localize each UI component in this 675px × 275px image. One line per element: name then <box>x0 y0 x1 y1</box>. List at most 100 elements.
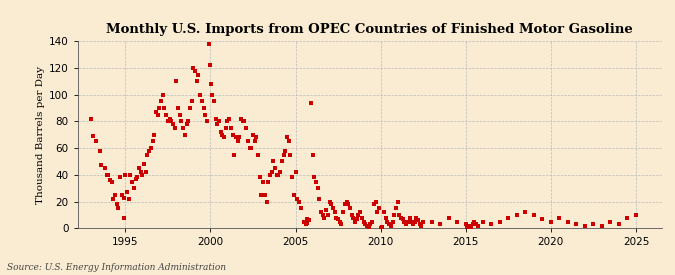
Point <box>206 82 217 86</box>
Point <box>148 133 159 137</box>
Point <box>151 110 161 114</box>
Point <box>246 146 256 150</box>
Point <box>385 223 396 228</box>
Point <box>95 148 105 153</box>
Point <box>630 213 641 217</box>
Point <box>327 206 338 210</box>
Point <box>372 210 383 214</box>
Point <box>229 153 240 157</box>
Point <box>580 223 591 228</box>
Point <box>302 217 313 221</box>
Point <box>537 217 547 221</box>
Point <box>324 199 335 204</box>
Point <box>142 153 153 157</box>
Point <box>215 130 226 134</box>
Point <box>294 199 304 204</box>
Point <box>392 199 403 204</box>
Point <box>161 112 171 117</box>
Point <box>223 117 234 121</box>
Point <box>281 135 292 140</box>
Point <box>108 197 119 201</box>
Point <box>486 222 497 226</box>
Point <box>418 219 429 224</box>
Point <box>147 139 158 144</box>
Point <box>391 206 402 210</box>
Point <box>416 223 427 228</box>
Point <box>183 119 194 123</box>
Point <box>259 193 270 197</box>
Point <box>389 213 400 217</box>
Point <box>464 223 475 228</box>
Point <box>138 162 149 166</box>
Point <box>470 222 481 226</box>
Point <box>290 170 301 174</box>
Point <box>117 193 128 197</box>
Point <box>409 219 420 224</box>
Point <box>304 218 315 222</box>
Point <box>200 112 211 117</box>
Point <box>128 186 139 190</box>
Point <box>268 159 279 164</box>
Point <box>404 215 415 220</box>
Point <box>285 153 296 157</box>
Point <box>184 106 195 110</box>
Point <box>209 99 219 104</box>
Point <box>343 202 354 207</box>
Point <box>273 173 284 177</box>
Point <box>251 135 262 140</box>
Point <box>466 226 477 230</box>
Point <box>263 179 273 184</box>
Point <box>340 202 350 207</box>
Point <box>298 219 309 224</box>
Point <box>188 66 198 70</box>
Point <box>367 219 377 224</box>
Point <box>198 106 209 110</box>
Point <box>365 222 376 226</box>
Point <box>178 126 188 130</box>
Point <box>399 219 410 224</box>
Point <box>321 207 331 212</box>
Point <box>309 175 320 180</box>
Point <box>284 139 294 144</box>
Point <box>363 225 374 229</box>
Point <box>169 126 180 130</box>
Point <box>462 226 473 230</box>
Point <box>220 126 231 130</box>
Point <box>529 213 539 217</box>
Point <box>163 119 173 123</box>
Point <box>427 219 437 224</box>
Point <box>265 173 275 177</box>
Point <box>173 106 184 110</box>
Point <box>353 213 364 217</box>
Point <box>270 166 281 170</box>
Point <box>452 219 462 224</box>
Point <box>203 42 214 46</box>
Point <box>222 119 233 123</box>
Point <box>435 222 446 226</box>
Point <box>236 117 246 121</box>
Point <box>137 173 148 177</box>
Point <box>295 206 306 210</box>
Point <box>394 213 405 217</box>
Point <box>252 153 263 157</box>
Point <box>171 79 182 84</box>
Point <box>125 173 136 177</box>
Point <box>373 206 384 210</box>
Point <box>166 119 177 123</box>
Point <box>192 79 202 84</box>
Point <box>494 219 505 224</box>
Point <box>338 210 348 214</box>
Point <box>157 92 168 97</box>
Point <box>355 210 366 214</box>
Point <box>205 63 216 67</box>
Title: Monthly U.S. Imports from OPEC Countries of Finished Motor Gasoline: Monthly U.S. Imports from OPEC Countries… <box>106 23 633 36</box>
Point <box>119 215 130 220</box>
Point <box>196 99 207 104</box>
Point <box>387 219 398 224</box>
Point <box>164 117 175 121</box>
Point <box>244 146 255 150</box>
Point <box>336 222 347 226</box>
Point <box>344 206 355 210</box>
Point <box>105 178 115 182</box>
Point <box>190 68 200 73</box>
